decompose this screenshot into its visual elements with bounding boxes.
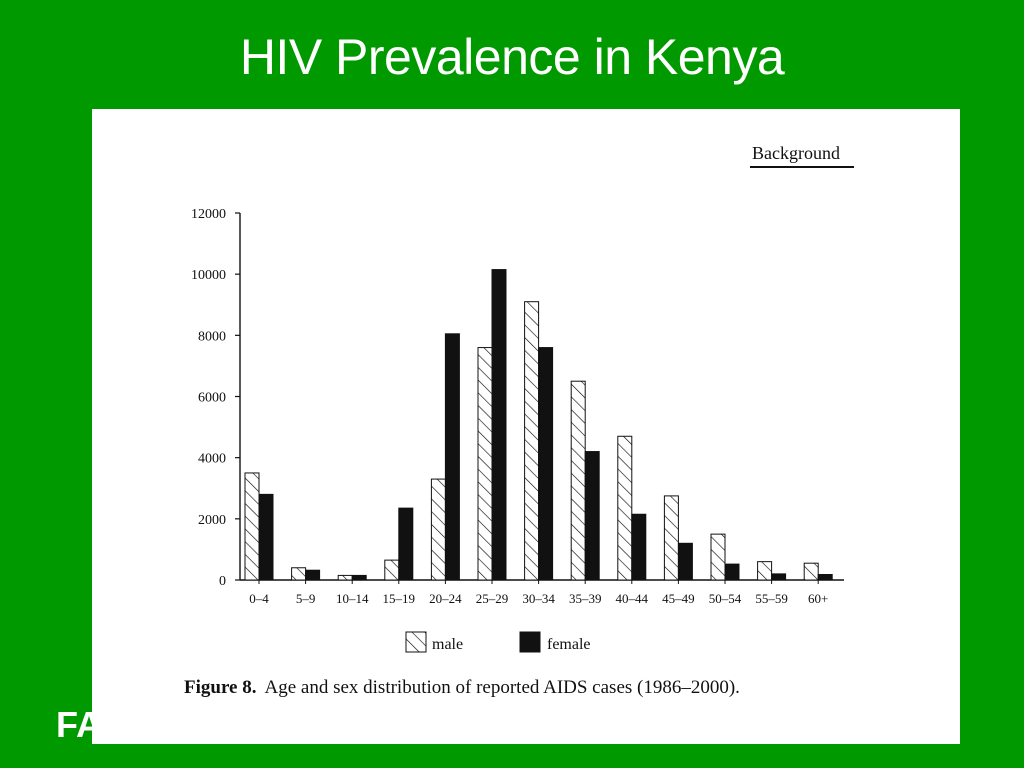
x-tick-labels: 0–4 5–9 10–14 15–19 20–24 25–29 30–34 35–39 40–4… — [249, 591, 828, 606]
x-tick-label: 20–24 — [429, 591, 462, 606]
bar-male — [710, 533, 726, 581]
chart-bars — [244, 269, 833, 581]
bar-male — [384, 559, 400, 581]
caption-text: Age and sex distribution of reported AID… — [264, 677, 740, 698]
x-tick-label: 50–54 — [709, 591, 742, 606]
y-tick-label: 0 — [219, 574, 226, 589]
x-tick-label: 5–9 — [296, 591, 316, 606]
bar-male — [617, 435, 633, 581]
bar-female — [444, 333, 460, 581]
y-tick-label: 10000 — [191, 268, 226, 283]
legend-label-male: male — [432, 636, 463, 653]
y-tick-label: 12000 — [191, 207, 226, 222]
bar-female — [771, 573, 787, 581]
x-tick-label: 30–34 — [522, 591, 555, 606]
figure-panel: Background 0–4 5–9 10–14 15–19 20–24 25–29 30–… — [92, 109, 960, 744]
y-tick-label: 2000 — [198, 513, 226, 528]
bar-male — [524, 301, 540, 581]
bar-male — [570, 380, 586, 581]
y-tick-labels: 0 2000 4000 6000 8000 10000 12000 — [191, 207, 226, 589]
y-tick-label: 6000 — [198, 391, 226, 406]
bar-female — [724, 563, 740, 581]
slide-title: HIV Prevalence in Kenya — [239, 29, 785, 85]
x-tick-label: 45–49 — [662, 591, 695, 606]
bar-male — [291, 567, 307, 581]
x-tick-label: 15–19 — [383, 591, 416, 606]
bar-male — [757, 561, 773, 581]
x-tick-label: 55–59 — [755, 591, 788, 606]
legend-swatch-male — [405, 631, 427, 653]
x-tick-label: 35–39 — [569, 591, 602, 606]
legend-swatch-female — [519, 631, 541, 653]
y-tick-label: 8000 — [198, 329, 226, 344]
bar-female — [584, 451, 600, 581]
bar-male — [803, 562, 819, 581]
bar-female — [351, 574, 367, 581]
x-tick-label: 60+ — [808, 591, 828, 606]
section-rule — [750, 166, 854, 168]
bar-male — [477, 347, 493, 581]
bar-female — [677, 542, 693, 581]
x-tick-label: 0–4 — [249, 591, 269, 606]
chart-legend: male female — [405, 631, 591, 653]
bar-female — [258, 493, 274, 581]
bar-male — [244, 472, 260, 581]
footer-text: FA — [56, 704, 103, 745]
bar-female — [491, 269, 507, 581]
bar-female — [817, 573, 833, 581]
bar-female — [305, 569, 321, 581]
y-tick-label: 4000 — [198, 452, 226, 467]
bar-male — [663, 495, 679, 581]
bar-chart: 0–4 5–9 10–14 15–19 20–24 25–29 30–34 35–39 40–4… — [191, 207, 844, 653]
bar-female — [631, 513, 647, 581]
x-tick-label: 40–44 — [616, 591, 649, 606]
section-label: Background — [752, 143, 840, 163]
x-tick-label: 10–14 — [336, 591, 369, 606]
bar-female — [538, 347, 554, 581]
caption-label: Figure 8. — [184, 677, 257, 698]
legend-label-female: female — [547, 636, 591, 653]
figure-caption: Figure 8. Age and sex distribution of rep… — [184, 677, 740, 699]
bar-male — [430, 478, 446, 581]
bar-female — [398, 507, 414, 581]
x-tick-label: 25–29 — [476, 591, 509, 606]
bar-male — [337, 574, 353, 581]
